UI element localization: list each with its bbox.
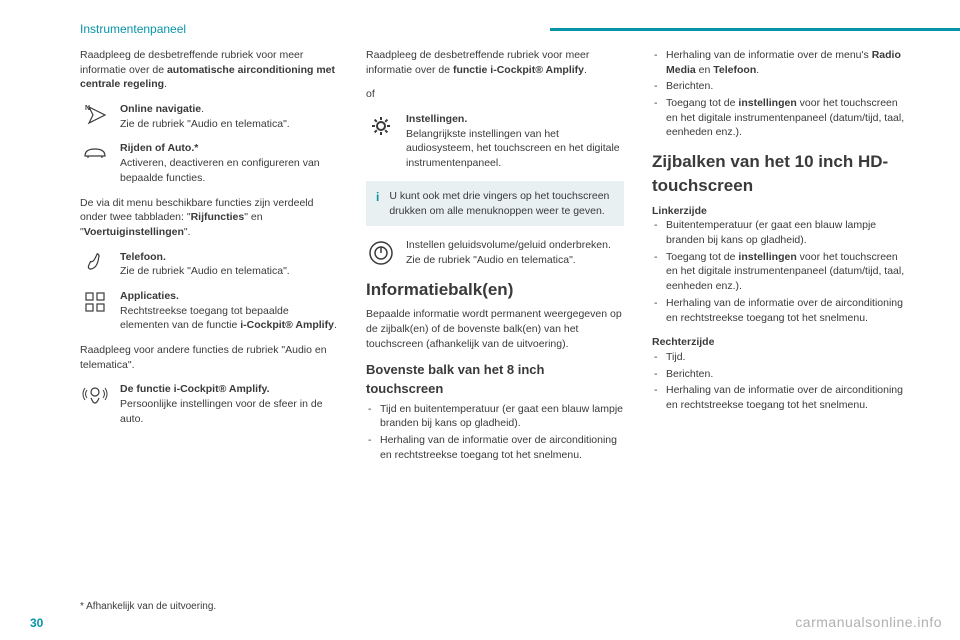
list-item: Buitentemperatuur (er gaat een blauw lam… xyxy=(652,218,910,247)
list-item: Herhaling van de informatie over de airc… xyxy=(652,296,910,325)
columns-container: Raadpleeg de desbetreffende rubriek voor… xyxy=(80,48,910,465)
car-icon xyxy=(80,141,110,161)
list-item: Toegang tot de instellingen voor het tou… xyxy=(652,250,910,294)
text-bold: instellingen xyxy=(738,251,796,263)
phone-text: Telefoon. Zie de rubriek "Audio en telem… xyxy=(120,250,338,279)
text-bold: Rijfuncties xyxy=(191,211,245,223)
settings-title: Instellingen. xyxy=(406,113,467,125)
text-bold: i-Cockpit® Amplify xyxy=(240,319,334,331)
nav-item: N Online navigatie. Zie de rubriek "Audi… xyxy=(80,102,338,131)
text: . xyxy=(584,64,587,76)
text: en xyxy=(696,64,714,76)
phone-icon xyxy=(80,250,110,272)
info-text: U kunt ook met drie vingers op het touch… xyxy=(389,189,614,218)
other-paragraph: Raadpleeg voor andere functies de rubrie… xyxy=(80,343,338,372)
intro-paragraph-2: Raadpleeg de desbetreffende rubriek voor… xyxy=(366,48,624,77)
info-bars-para: Bepaalde informatie wordt permanent weer… xyxy=(366,307,624,351)
info-tip-box: i U kunt ook met drie vingers op het tou… xyxy=(366,181,624,226)
apps-icon xyxy=(80,289,110,313)
intro-paragraph: Raadpleeg de desbetreffende rubriek voor… xyxy=(80,48,338,92)
phone-item: Telefoon. Zie de rubriek "Audio en telem… xyxy=(80,250,338,279)
page-number: 30 xyxy=(30,616,43,630)
column-2: Raadpleeg de desbetreffende rubriek voor… xyxy=(366,48,624,465)
column-1: Raadpleeg de desbetreffende rubriek voor… xyxy=(80,48,338,465)
text: Toegang tot de xyxy=(666,97,738,109)
phone-desc: Zie de rubriek "Audio en telematica". xyxy=(120,265,290,277)
top-bar-heading: Bovenste balk van het 8 inch touchscreen xyxy=(366,361,624,397)
sidebars-heading: Zijbalken van het 10 inch HD-touchscreen xyxy=(652,150,910,198)
phone-title: Telefoon. xyxy=(120,251,166,263)
footnote: * Afhankelijk van de uitvoering. xyxy=(80,601,216,612)
text-bold: functie i-Cockpit® Amplify xyxy=(453,64,584,76)
page-content: Instrumentenpaneel Raadpleeg de desbetre… xyxy=(0,0,960,475)
drive-title: Rijden of Auto.* xyxy=(120,142,198,154)
text: Herhaling van de informatie over de menu… xyxy=(666,49,872,61)
column-3: Herhaling van de informatie over de menu… xyxy=(652,48,910,465)
text: Toegang tot de xyxy=(666,251,738,263)
apps-title: Applicaties. xyxy=(120,290,179,302)
vol-text2: Zie de rubriek "Audio en telematica". xyxy=(406,254,576,266)
list-item: Berichten. xyxy=(652,367,910,382)
list-item: Tijd en buitentemperatuur (er gaat een b… xyxy=(366,402,624,431)
volume-text: Instellen geluidsvolume/geluid onderbrek… xyxy=(406,238,624,267)
list-item: Herhaling van de informatie over de airc… xyxy=(366,433,624,462)
list-item: Herhaling van de informatie over de airc… xyxy=(652,383,910,412)
left-side-title: Linkerzijde xyxy=(652,204,910,219)
vol-text1: Instellen geluidsvolume/geluid onderbrek… xyxy=(406,239,611,251)
nav-title: Online navigatie xyxy=(120,103,201,115)
text: ". xyxy=(184,226,191,238)
drive-item: Rijden of Auto.* Activeren, deactiveren … xyxy=(80,141,338,185)
text: . xyxy=(756,64,759,76)
apps-item: Applicaties. Rechtstreekse toegang tot b… xyxy=(80,289,338,333)
amplify-text: De functie i-Cockpit® Amplify. Persoonli… xyxy=(120,382,338,426)
tabs-paragraph: De via dit menu beschikbare functies zij… xyxy=(80,196,338,240)
right-side-title: Rechterzijde xyxy=(652,335,910,350)
list-item: Tijd. xyxy=(652,350,910,365)
text: . xyxy=(164,78,167,90)
text-bold: Telefoon xyxy=(713,64,756,76)
info-bars-heading: Informatiebalk(en) xyxy=(366,278,624,302)
text-bold: instellingen xyxy=(738,97,796,109)
of-text: of xyxy=(366,87,624,102)
amplify-icon xyxy=(80,382,110,410)
settings-desc: Belangrijkste instellingen van het audio… xyxy=(406,128,620,169)
amplify-desc: Persoonlijke instellingen voor de sfeer … xyxy=(120,398,323,425)
list-item: Herhaling van de informatie over de menu… xyxy=(652,48,910,77)
nav-desc: Zie de rubriek "Audio en telematica". xyxy=(120,118,290,130)
list-item: Berichten. xyxy=(652,79,910,94)
drive-desc: Activeren, deactiveren en configureren v… xyxy=(120,157,320,184)
list-item: Toegang tot de instellingen voor het tou… xyxy=(652,96,910,140)
nav-text: Online navigatie. Zie de rubriek "Audio … xyxy=(120,102,338,131)
right-side-list: Tijd. Berichten. Herhaling van de inform… xyxy=(652,350,910,413)
text: . xyxy=(334,319,337,331)
settings-item: Instellingen. Belangrijkste instellingen… xyxy=(366,112,624,171)
amplify-item: De functie i-Cockpit® Amplify. Persoonli… xyxy=(80,382,338,426)
navigation-icon: N xyxy=(80,102,110,126)
svg-text:N: N xyxy=(85,105,90,112)
power-icon xyxy=(366,238,396,266)
volume-item: Instellen geluidsvolume/geluid onderbrek… xyxy=(366,238,624,267)
top-bar-list: Tijd en buitentemperatuur (er gaat een b… xyxy=(366,402,624,463)
settings-text: Instellingen. Belangrijkste instellingen… xyxy=(406,112,624,171)
text: . xyxy=(201,103,204,115)
header-accent-line xyxy=(550,28,960,31)
text-bold: Voertuiginstellingen xyxy=(84,226,184,238)
watermark: carmanualsonline.info xyxy=(795,614,942,630)
continued-list: Herhaling van de informatie over de menu… xyxy=(652,48,910,140)
drive-text: Rijden of Auto.* Activeren, deactiveren … xyxy=(120,141,338,185)
amplify-title: De functie i-Cockpit® Amplify. xyxy=(120,383,270,395)
left-side-list: Buitentemperatuur (er gaat een blauw lam… xyxy=(652,218,910,325)
apps-text: Applicaties. Rechtstreekse toegang tot b… xyxy=(120,289,338,333)
info-icon: i xyxy=(376,189,379,218)
gear-icon xyxy=(366,112,396,138)
